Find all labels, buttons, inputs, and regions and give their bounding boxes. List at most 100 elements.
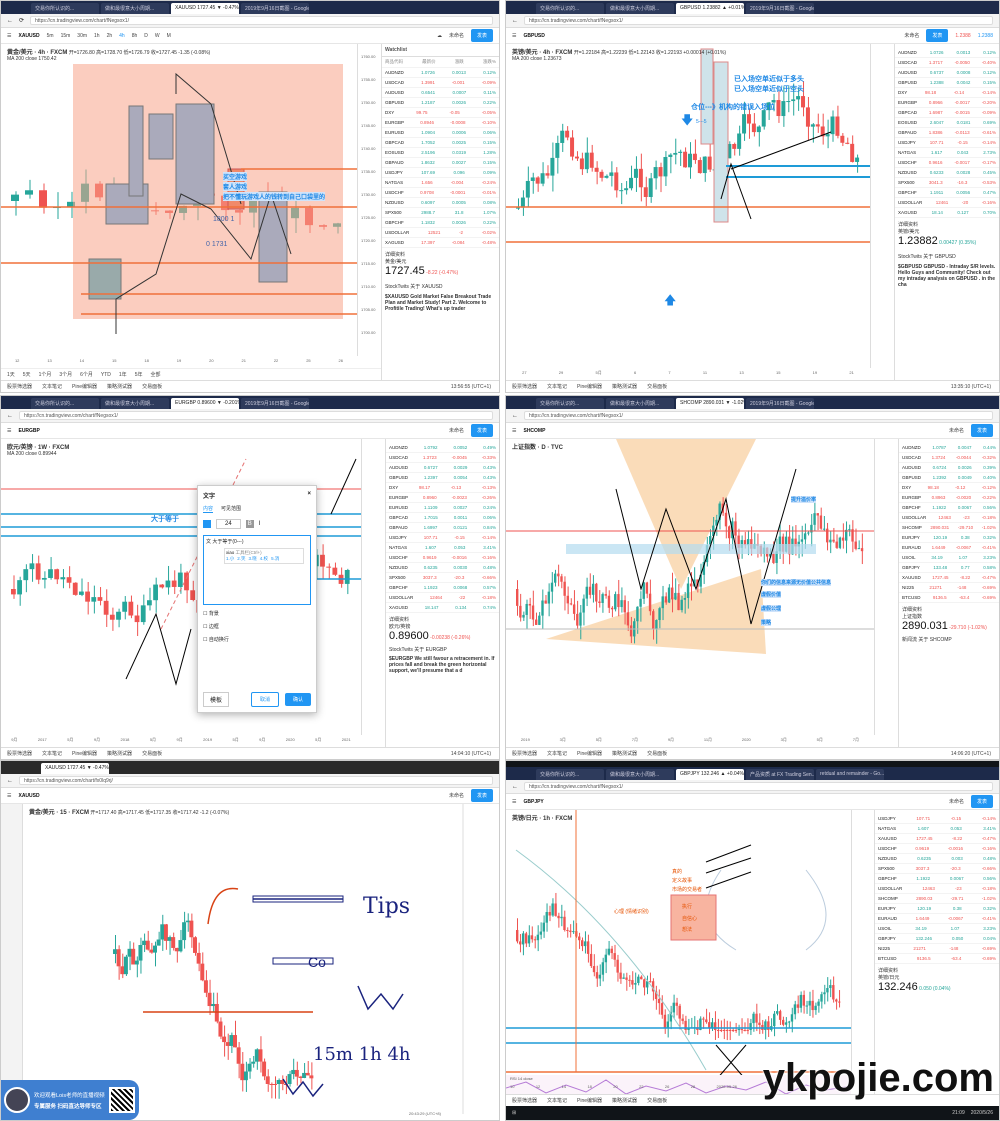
range-button[interactable]: 5年 (134, 372, 143, 378)
watchlist-row[interactable]: USDOLLAR 12463 -23 -0.18% (899, 513, 999, 523)
watchlist-row[interactable]: AUDUSD 0.6737 0.0008 0.12% (895, 68, 999, 78)
col-last[interactable]: 最新价 (422, 59, 436, 64)
watchlist-row[interactable]: USDJPY 107.71 -0.15 -0.14% (875, 814, 999, 824)
publish-button[interactable]: 发表 (970, 424, 993, 437)
watchlist-title[interactable]: Watchlist (385, 47, 408, 53)
symbol-search[interactable]: EURGBP (18, 427, 40, 434)
interval-15m[interactable]: 15m (60, 32, 71, 39)
bottom-tab[interactable]: 文本笔记 (547, 751, 568, 757)
watchlist-row[interactable]: EURAUD 1.6449 -0.0067 -0.41% (875, 914, 999, 924)
watchlist-row[interactable]: EURGBP 0.8946 -0.0008 -0.10% (382, 118, 499, 128)
stream-post[interactable]: $GBPUSD GBPUSD - Intraday S/R levels. He… (898, 264, 996, 288)
layout-name[interactable]: 未命名 (948, 799, 964, 805)
chart-area[interactable]: 黄金/美元 · 4h · FXCM 开=1726.80 高=1728.70 低=… (1, 44, 383, 368)
browser-tab[interactable]: 交易你所认识的... (536, 769, 604, 780)
tab-content[interactable]: 内容 (203, 506, 214, 513)
watchlist-row[interactable]: SPX500 2988.7 31.8 1.07% (382, 208, 499, 218)
browser-tab[interactable]: 做和最很意大小周期... (101, 3, 169, 14)
bottom-tab[interactable]: 文本笔记 (42, 751, 63, 757)
watchlist-row[interactable]: EURJPY 120.19 0.38 0.32% (875, 904, 999, 914)
watchlist-row[interactable]: EOSUSD 2.5196 0.0319 1.28% (382, 148, 499, 158)
layout-name[interactable]: 未命名 (448, 793, 464, 799)
watchlist-row[interactable]: XAUUSD 1727.45 -8.22 -0.47% (875, 834, 999, 844)
watchlist-row[interactable]: AUDUSD 0.6724 0.0026 0.39% (899, 463, 999, 473)
watchlist-row[interactable]: NZDUSD 0.6235 0.003 0.48% (875, 854, 999, 864)
watchlist-row[interactable]: SPX500 3041.3 -16.3 -0.53% (895, 178, 999, 188)
watchlist-row[interactable]: EURJPY 120.19 0.38 0.32% (899, 533, 999, 543)
sell-price[interactable]: 1.2388 (955, 32, 971, 39)
watchlist-row[interactable]: AUDNZD 1.0792 0.0052 0.49% (386, 443, 499, 453)
range-button[interactable]: 3个月 (59, 372, 73, 378)
watchlist-row[interactable]: USDCAD 1.3724 -0.0044 -0.32% (899, 453, 999, 463)
browser-tab[interactable]: 交易你所认识的... (31, 3, 99, 14)
watchlist-row[interactable]: USDCHF 0.9619 -0.0016 -0.16% (875, 844, 999, 854)
watchlist-row[interactable]: GBPUSD 1.2397 0.0054 0.43% (386, 473, 499, 483)
watchlist-row[interactable]: BTCUSD 9136.5 -63.4 -0.69% (899, 593, 999, 603)
text-area[interactable]: 文 大于等于(0---) xiao 工具栏(Ctrl+) 1.小 2.笑 3.晓 4.校… (203, 535, 311, 605)
range-button[interactable]: 5天 (22, 372, 31, 378)
watchlist-row[interactable]: NATGAS 1.607 0.053 3.41% (875, 824, 999, 834)
back-icon[interactable]: ← (7, 17, 13, 24)
reload-icon[interactable]: ⟳ (19, 18, 25, 24)
watchlist-row[interactable]: GBPUSD 1.2388 0.0042 0.15% (895, 78, 999, 88)
tab-visibility[interactable]: 可见范围 (221, 506, 242, 512)
watchlist-row[interactable]: AUDNZD 1.0726 0.0013 0.12% (382, 68, 499, 78)
layout-name[interactable]: 未命名 (948, 428, 964, 434)
stream-post[interactable]: $EURGBP We still favour a retracement in… (389, 656, 495, 674)
watchlist-row[interactable]: SHCOMP 2890.03 -29.71 -1.02% (875, 894, 999, 904)
watchlist-row[interactable]: NZDUSD 0.6097 0.0005 0.08% (382, 198, 499, 208)
layout-name[interactable]: 未命名 (448, 428, 464, 434)
url-input[interactable]: https://cn.tradingview.com/chart/fNegsox… (19, 411, 493, 420)
bottom-tab[interactable]: 股票筛选器 (512, 384, 538, 390)
promo-banner[interactable]: 欢迎观看Lois老师的直播视频 专属服务 扫码直达导师专区 (1, 1080, 139, 1120)
publish-button[interactable]: 发表 (470, 789, 493, 802)
symbol-search[interactable]: SHCOMP (523, 427, 546, 434)
watchlist-row[interactable]: GBPJPY 132.246 0.050 0.04% (875, 934, 999, 944)
watchlist-row[interactable]: NATGAS 1.617 0.043 2.73% (895, 148, 999, 158)
cloud-icon[interactable]: ☁ (436, 32, 442, 39)
browser-tab-active[interactable]: GBPJPY 132.246 ▲ +0.04% (676, 769, 744, 780)
col-chgp[interactable]: 涨跌% (482, 59, 496, 64)
menu-icon[interactable]: ☰ (7, 427, 12, 434)
bottom-tab[interactable]: 文本笔记 (42, 384, 63, 390)
browser-tab[interactable]: retdual and remainder - Go... (816, 769, 884, 780)
browser-tab[interactable]: 做和最很意大小周期... (101, 398, 169, 409)
layout-name[interactable]: 未命名 (448, 33, 464, 39)
browser-tab[interactable]: 2019年9月16日截图 - Google (241, 398, 309, 409)
bottom-tab[interactable]: 策略测试器 (107, 751, 133, 757)
ime-candidate[interactable]: 5.消 (271, 556, 280, 561)
watchlist-row[interactable]: NATGAS 1.607 0.053 3.41% (386, 543, 499, 553)
range-button[interactable]: 1个月 (38, 372, 52, 378)
bottom-tab[interactable]: 交易面板 (647, 751, 668, 757)
watchlist-row[interactable]: USDOLLAR 12461 -20 -0.16% (895, 198, 999, 208)
range-button[interactable]: 全部 (150, 372, 161, 378)
stream-post[interactable]: $XAUUSD Gold Market False Breakout Trade… (385, 294, 492, 312)
ime-candidate[interactable]: 4.校 (259, 556, 269, 561)
interval-1h[interactable]: 1h (94, 32, 100, 39)
watchlist-row[interactable]: DXY 99.75 -0.05 -0.05% (382, 108, 499, 118)
menu-icon[interactable]: ☰ (512, 32, 517, 39)
chart-area[interactable]: 欧元/英镑 · 1W · FXCM MA 200 close 0.89944 大于… (1, 439, 387, 747)
interval-4h[interactable]: 4h (119, 32, 125, 39)
browser-tab-active[interactable]: XAUUSD 1727.45 ▼ -0.47% (171, 3, 239, 14)
col-chg[interactable]: 涨跌 (454, 59, 464, 64)
url-input[interactable]: https://cn.tradingview.com/chart/fNegsox… (524, 411, 993, 420)
cancel-button[interactable]: 取消 (250, 692, 279, 707)
symbol-search[interactable]: GBPUSD (523, 32, 545, 39)
time-axis[interactable]: 2019 3月 5月 7月 9月 11月 2020 3月 5月 7月 (506, 737, 874, 747)
close-icon[interactable]: × (307, 491, 311, 497)
browser-tab[interactable]: 做和最很意大小周期... (606, 398, 674, 409)
watchlist-row[interactable]: NZDUSD 0.6233 0.0028 0.45% (895, 168, 999, 178)
watchlist-row[interactable]: USDCHF 0.9616 -0.0017 -0.17% (895, 158, 999, 168)
menu-icon[interactable]: ☰ (512, 798, 517, 805)
bottom-tab[interactable]: Pine编辑器 (577, 384, 603, 390)
watchlist-row[interactable]: GBPCHF 1.1922 0.0067 0.56% (875, 874, 999, 884)
watchlist-row[interactable]: BTCUSD 9136.5 -63.4 -0.69% (875, 954, 999, 964)
color-swatch[interactable] (203, 520, 211, 528)
watchlist-row[interactable]: USDJPY 107.71 -0.15 -0.14% (386, 533, 499, 543)
template-select[interactable]: 模板 (203, 692, 230, 707)
url-input[interactable]: https://cn.tradingview.com/chart/fx0lq9r… (19, 776, 493, 785)
ime-candidate[interactable]: 3.晓 (248, 556, 257, 561)
watchlist-row[interactable]: GBPJPY 133.48 0.77 0.58% (899, 563, 999, 573)
bottom-tab[interactable]: 股票筛选器 (512, 1098, 538, 1104)
